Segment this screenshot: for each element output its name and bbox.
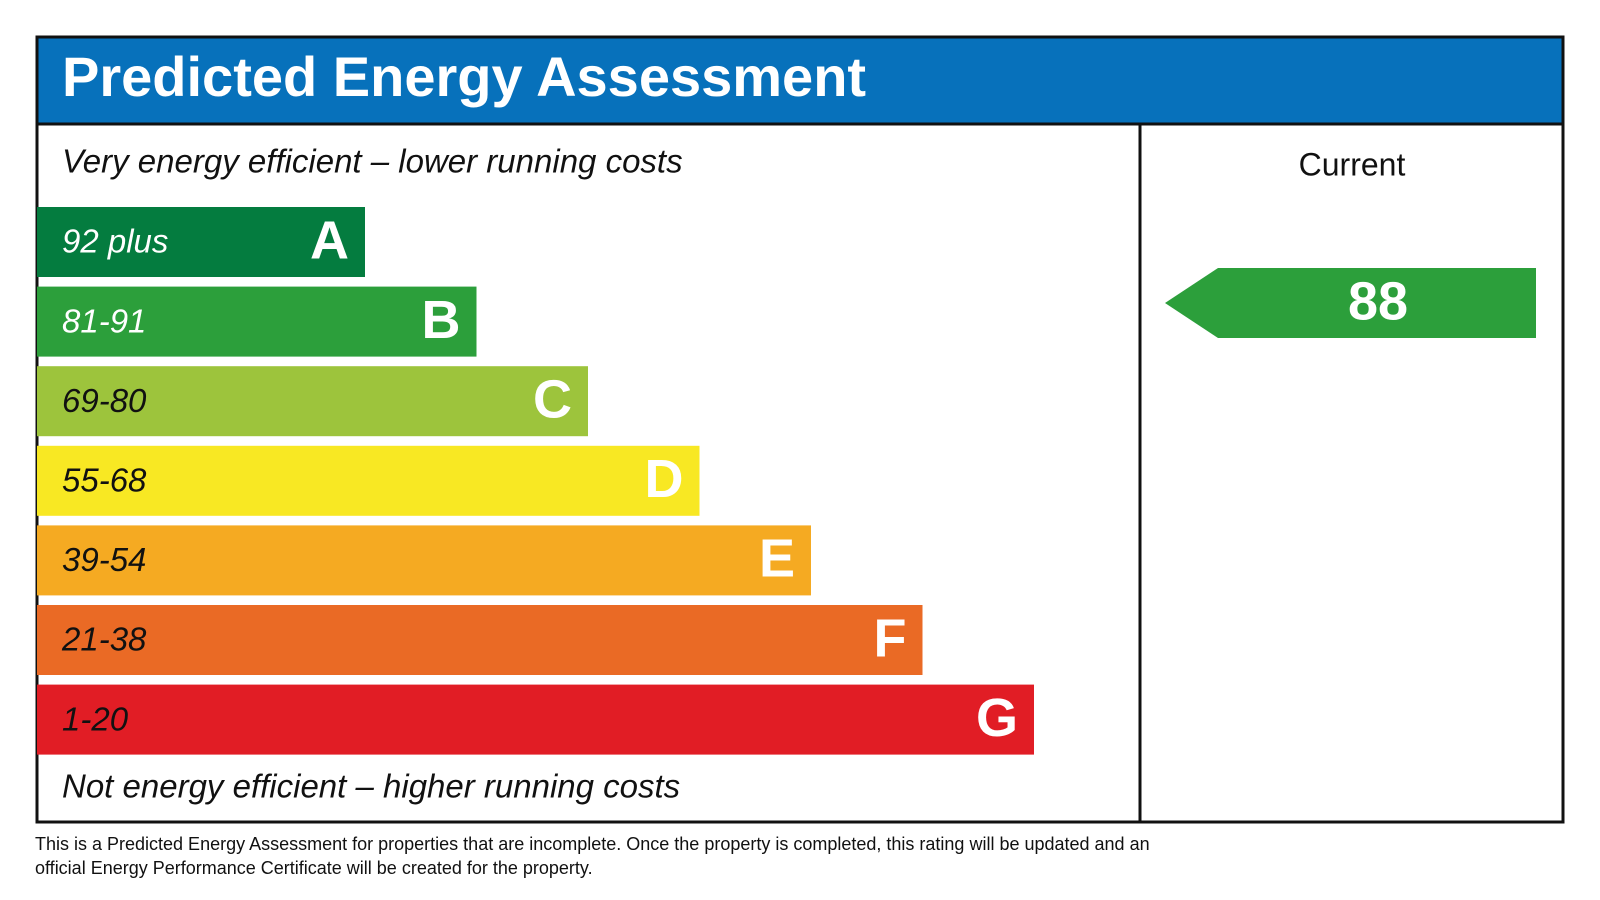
band-letter: A — [310, 210, 349, 270]
band-letter: B — [422, 290, 461, 350]
band-bar — [37, 286, 477, 357]
band-range: 55-68 — [62, 462, 147, 499]
current-value: 88 — [1348, 271, 1408, 331]
top-label: Very energy efficient – lower running co… — [62, 143, 683, 180]
current-label: Current — [1299, 146, 1406, 182]
band-letter: F — [874, 608, 907, 668]
footnote-line: This is a Predicted Energy Assessment fo… — [35, 834, 1150, 854]
band-range: 81-91 — [62, 302, 146, 339]
band-bar — [37, 207, 365, 277]
band-letter: G — [976, 688, 1018, 748]
header-bar — [37, 37, 1563, 124]
band-bar — [37, 366, 588, 437]
header-title: Predicted Energy Assessment — [62, 45, 866, 108]
bottom-label: Not energy efficient – higher running co… — [62, 768, 680, 805]
band-range: 39-54 — [62, 541, 146, 578]
band-range: 1-20 — [62, 700, 129, 737]
band-bar — [37, 605, 923, 675]
current-arrow — [1165, 268, 1536, 338]
band-letter: D — [645, 449, 684, 509]
band-bar — [37, 684, 1034, 755]
footnote-line: official Energy Performance Certificate … — [35, 858, 593, 878]
band-bar — [37, 525, 811, 596]
band-letter: E — [759, 529, 795, 589]
band-range: 21-38 — [61, 621, 147, 658]
band-letter: C — [533, 369, 572, 429]
band-range: 92 plus — [62, 223, 168, 260]
band-range: 69-80 — [62, 382, 147, 419]
band-bar — [37, 445, 700, 516]
